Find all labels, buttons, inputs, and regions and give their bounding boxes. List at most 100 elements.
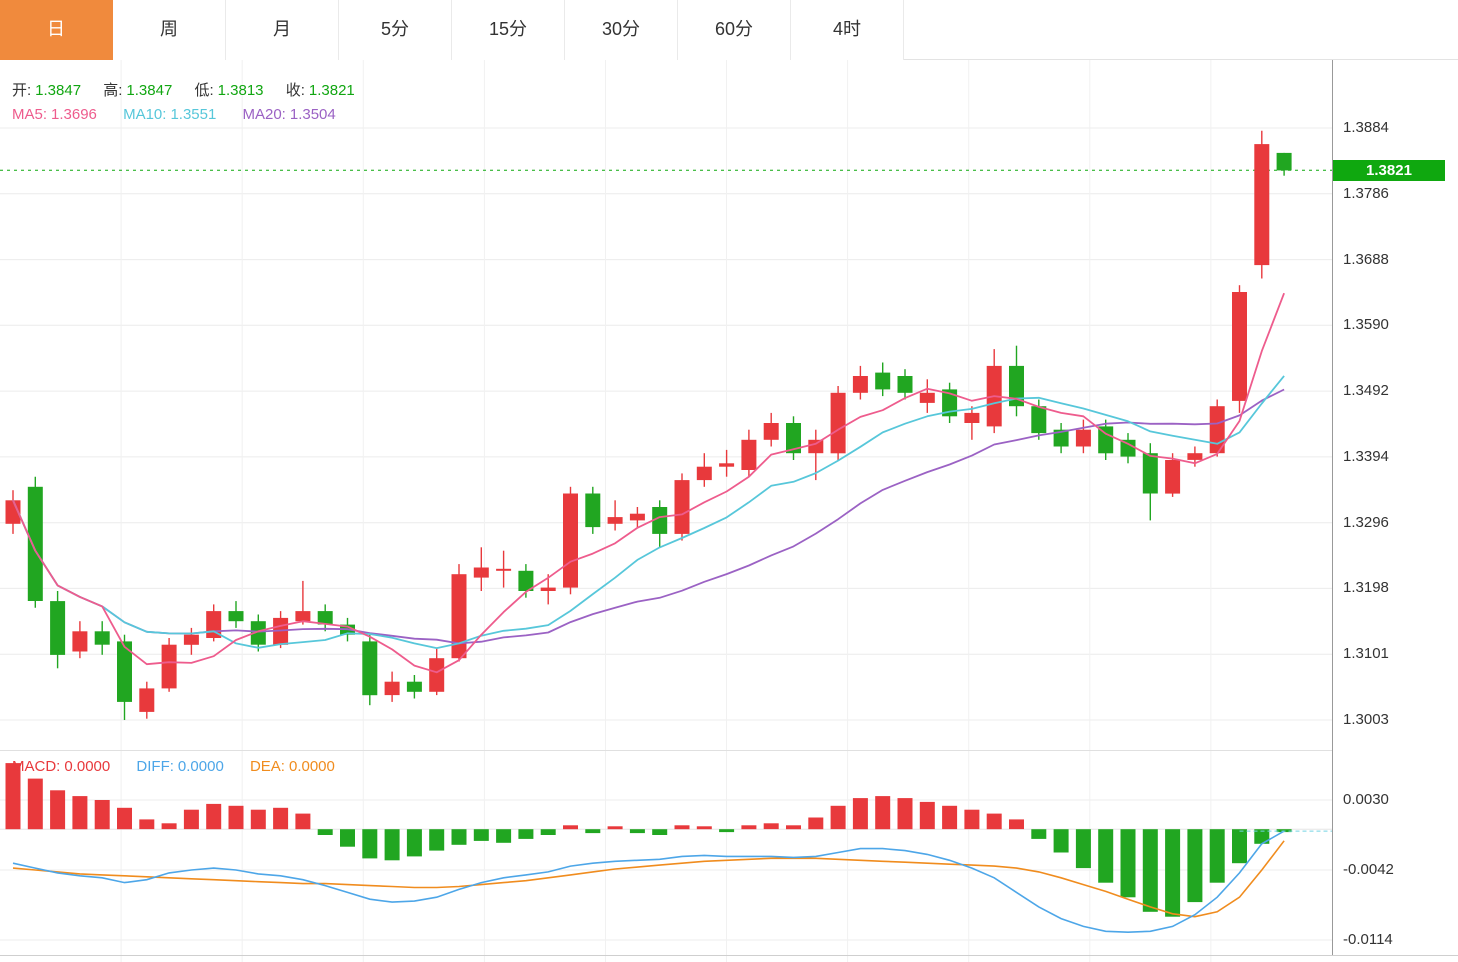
ma20-line: [12, 388, 1285, 645]
candle: [473, 567, 489, 578]
diff-value-legend: DIFF: 0.0000: [136, 758, 224, 775]
ma10-line: [12, 375, 1285, 649]
candle: [5, 500, 21, 524]
candle: [1120, 439, 1136, 457]
macd-bar: [942, 805, 958, 830]
macd-bar: [741, 825, 757, 830]
candle: [652, 507, 668, 534]
macd-bar: [964, 809, 980, 830]
price-chart[interactable]: [0, 60, 1332, 750]
macd-bar: [1254, 829, 1270, 844]
candle: [563, 493, 578, 588]
candle: [228, 611, 244, 622]
ma-legend: MA5: 1.3696 MA10: 1.3551 MA20: 1.3504: [12, 106, 358, 123]
candle: [1031, 406, 1047, 434]
candle: [518, 570, 534, 591]
price-tick: 1.3492: [1343, 382, 1389, 400]
candles-group: [5, 130, 1292, 720]
candle: [674, 480, 690, 534]
macd-bar: [897, 798, 913, 830]
price-grid: [0, 60, 1332, 750]
macd-bar: [540, 829, 556, 835]
macd-bar: [473, 829, 489, 841]
low-value: 1.3813: [217, 82, 264, 99]
current-price-tag: 1.3821: [1333, 159, 1445, 181]
tab-4hour[interactable]: 4时: [791, 0, 904, 60]
ohlc-legend: 开: 1.3847 高: 1.3847 低: 1.3813 收: 1.3821: [12, 79, 373, 100]
open-label: 开:: [12, 82, 32, 99]
price-tick: 1.3296: [1343, 513, 1389, 531]
candle: [1187, 453, 1203, 460]
macd-bar: [1098, 829, 1114, 883]
candle: [139, 688, 155, 712]
candle: [696, 466, 712, 481]
dea-value-legend: DEA: 0.0000: [249, 758, 335, 775]
candle: [250, 621, 266, 645]
high-value: 1.3847: [126, 82, 173, 99]
candle: [1098, 426, 1114, 454]
ma5-line: [12, 292, 1285, 674]
macd-bar: [652, 829, 668, 835]
macd-legend: MACD: 0.0000 DIFF: 0.0000 DEA: 0.0000: [12, 758, 357, 775]
macd-histogram: [5, 763, 1292, 917]
price-tick: 1.3786: [1343, 184, 1389, 202]
candle: [161, 644, 177, 689]
tab-5min[interactable]: 5分: [339, 0, 452, 60]
close-value: 1.3821: [308, 82, 355, 99]
ma10-legend: MA10: 1.3551: [123, 106, 217, 123]
candle: [808, 439, 824, 454]
macd-bar: [1031, 829, 1047, 839]
macd-bar: [72, 796, 88, 830]
macd-bar: [696, 826, 712, 830]
tab-daily[interactable]: 日: [0, 0, 113, 60]
macd-chart[interactable]: [0, 750, 1332, 962]
macd-bar: [117, 807, 132, 830]
macd-bar: [250, 809, 266, 830]
candle: [94, 631, 110, 645]
macd-bar: [674, 825, 690, 830]
macd-bar: [986, 813, 1002, 830]
candle: [429, 658, 445, 692]
macd-bar: [1009, 819, 1024, 830]
macd-bar: [362, 829, 378, 859]
macd-bar: [808, 817, 824, 830]
candle: [540, 587, 556, 591]
candle: [830, 392, 846, 454]
candle: [897, 376, 913, 393]
macd-bar: [1209, 829, 1225, 883]
macd-bar: [763, 823, 779, 830]
macd-bar: [50, 790, 66, 830]
tab-monthly[interactable]: 月: [226, 0, 339, 60]
macd-bar: [607, 826, 623, 830]
dea-line: [12, 840, 1285, 918]
macd-bar: [94, 800, 110, 830]
candle: [1276, 152, 1292, 171]
tab-15min[interactable]: 15分: [452, 0, 565, 60]
candle: [317, 611, 333, 625]
candle: [406, 681, 422, 692]
macd-bar: [1120, 829, 1136, 898]
candle: [607, 517, 623, 524]
candle: [1075, 429, 1091, 447]
macd-bar: [228, 805, 244, 830]
candle: [1053, 429, 1069, 447]
macd-bar: [161, 823, 177, 830]
candle: [919, 392, 935, 403]
low-label: 低:: [194, 82, 214, 99]
price-tick: 1.3394: [1343, 447, 1389, 465]
macd-tick: -0.0114: [1343, 931, 1393, 948]
candle: [875, 372, 891, 390]
tab-weekly[interactable]: 周: [113, 0, 226, 60]
candle: [117, 641, 132, 702]
candle: [629, 513, 645, 521]
candle: [852, 376, 868, 393]
macd-bar: [5, 763, 21, 830]
bottom-axis-line: [0, 955, 1458, 956]
tab-60min[interactable]: 60分: [678, 0, 791, 60]
macd-bar: [1165, 829, 1181, 917]
candle: [1232, 292, 1247, 401]
macd-bar: [429, 829, 445, 851]
candle: [295, 611, 311, 622]
tab-30min[interactable]: 30分: [565, 0, 678, 60]
macd-bar: [629, 829, 645, 834]
